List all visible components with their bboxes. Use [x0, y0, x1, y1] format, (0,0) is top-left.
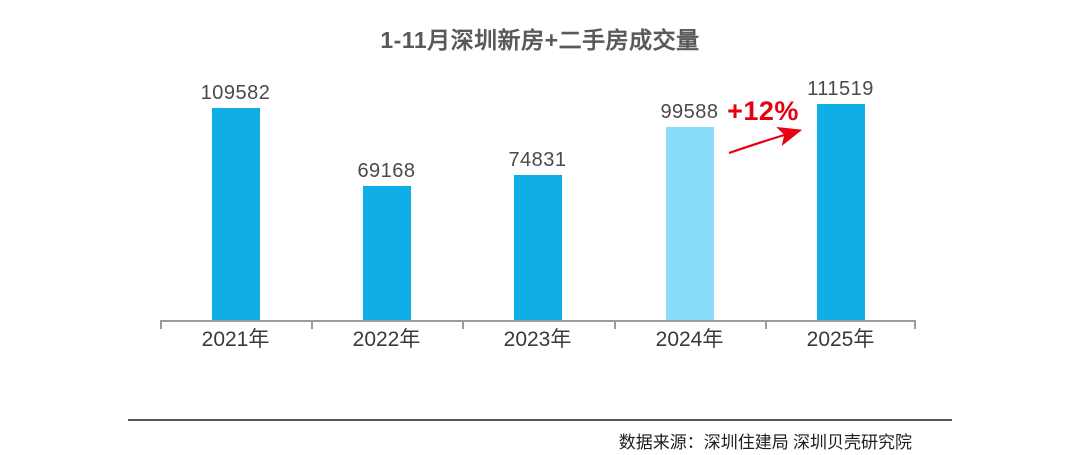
- growth-percentage-label: +12%: [727, 96, 799, 126]
- bar-2024-highlight: [665, 127, 714, 320]
- bar-2021: [211, 107, 260, 320]
- axis-tick: [613, 320, 616, 329]
- bar-value-label-2022: 69168: [357, 160, 416, 182]
- x-tick-label-2024: 2024年: [655, 328, 724, 351]
- axis-tick: [311, 320, 314, 329]
- x-axis: [160, 320, 916, 329]
- footer-divider: [128, 419, 952, 421]
- x-tick-label-2023: 2023年: [503, 328, 572, 351]
- bar-2022: [362, 186, 411, 320]
- x-tick-label-2025: 2025年: [806, 328, 875, 351]
- bar-value-label-2024: 99588: [660, 101, 719, 124]
- bar-value-label-2023: 74831: [508, 149, 567, 172]
- bar-group-2023: 74831 2023年: [462, 0, 613, 350]
- axis-tick: [160, 320, 162, 329]
- bar-group-2022: 69168 2022年: [311, 0, 462, 350]
- bar-2025: [816, 104, 865, 320]
- data-source-text: 数据来源：深圳住建局 深圳贝壳研究院: [618, 433, 912, 452]
- bar-group-2024: 99588 2024年: [614, 0, 765, 350]
- axis-tick: [764, 320, 767, 329]
- x-tick-label-2022: 2022年: [352, 328, 421, 351]
- bar-group-2025: 111519 2025年: [765, 0, 916, 350]
- chart-title: 1-11月深圳新房+二手房成交量: [380, 27, 700, 53]
- bar-2023: [513, 175, 562, 320]
- bar-group-2021: 109582 2021年: [160, 0, 311, 350]
- x-tick-label-2021: 2021年: [201, 328, 270, 351]
- bar-value-label-2025: 111519: [807, 78, 874, 100]
- axis-tick: [462, 320, 465, 329]
- bar-value-label-2021: 109582: [200, 81, 271, 104]
- axis-tick: [914, 320, 916, 329]
